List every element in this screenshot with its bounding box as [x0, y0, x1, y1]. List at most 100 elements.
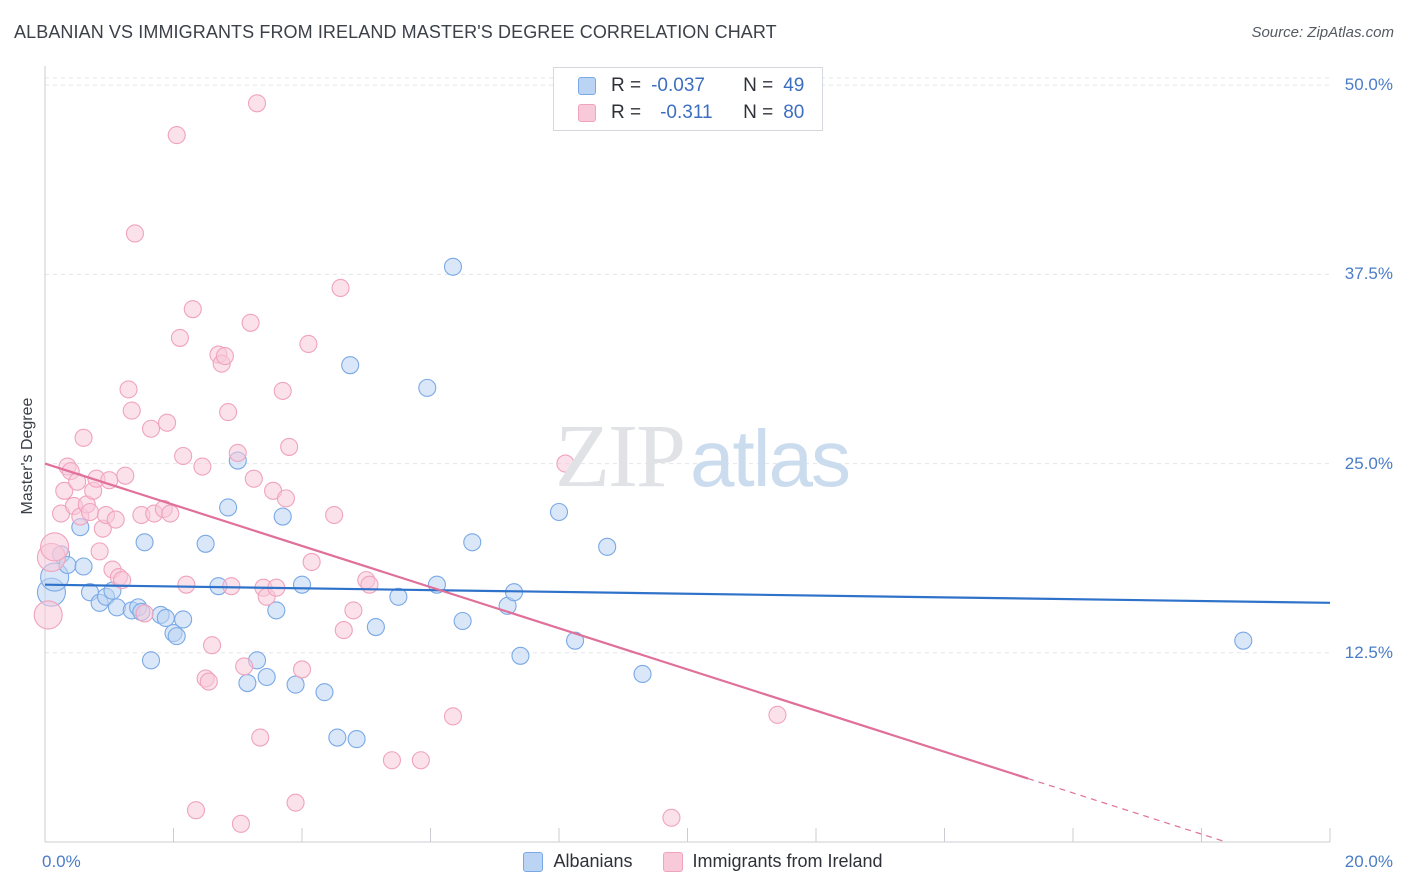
- point-ireland: [170, 328, 189, 347]
- point-ireland: [768, 705, 787, 724]
- point-ireland: [325, 505, 344, 525]
- point-ireland: [40, 532, 70, 562]
- point-ireland: [219, 403, 238, 422]
- point-ireland: [235, 657, 254, 676]
- y-tick-label: 25.0%: [1344, 453, 1393, 473]
- point-albanians: [273, 507, 292, 526]
- point-ireland: [215, 347, 234, 366]
- point-albanians: [286, 675, 305, 694]
- point-albanians: [389, 587, 408, 606]
- point-albanians: [549, 502, 569, 522]
- point-ireland: [193, 457, 212, 476]
- point-albanians: [219, 498, 238, 517]
- point-albanians: [267, 601, 286, 620]
- point-albanians: [566, 631, 585, 650]
- point-ireland: [113, 571, 132, 590]
- point-ireland: [228, 443, 247, 463]
- legend-r-label: R =: [611, 102, 642, 123]
- point-ireland: [116, 466, 135, 485]
- legend-r-value-ireland: -0.311: [660, 102, 713, 123]
- point-ireland: [90, 542, 109, 561]
- point-ireland: [135, 604, 154, 623]
- point-ireland: [344, 601, 363, 620]
- point-albanians: [238, 674, 257, 693]
- point-ireland: [231, 814, 251, 833]
- point-albanians: [633, 664, 652, 684]
- stats-legend: R = -0.037 N = 49 R = -0.311 N = 80: [553, 67, 823, 131]
- watermark-atlas: atlas: [690, 414, 851, 503]
- trendline-ireland-extension: [1027, 777, 1227, 843]
- point-albanians: [366, 618, 385, 637]
- point-albanians: [347, 730, 366, 749]
- point-albanians: [135, 533, 154, 552]
- point-ireland: [122, 401, 141, 420]
- point-ireland: [662, 808, 681, 827]
- point-ireland: [360, 575, 379, 594]
- legend-row-ireland: R = -0.311 N = 80: [578, 101, 804, 125]
- y-tick-label: 37.5%: [1344, 264, 1393, 284]
- point-albanians: [418, 378, 437, 397]
- legend-swatch-albanians: [523, 851, 544, 872]
- point-ireland: [119, 380, 138, 399]
- point-ireland: [174, 446, 193, 466]
- point-ireland: [106, 510, 125, 529]
- legend-r-label: R =: [611, 75, 642, 96]
- legend-r-value-albanians: -0.037: [651, 75, 705, 96]
- series-legend: Albanians Immigrants from Ireland: [0, 851, 1406, 872]
- y-tick-label: 12.5%: [1344, 642, 1393, 662]
- point-albanians: [328, 728, 347, 747]
- point-albanians: [341, 356, 360, 375]
- point-albanians: [174, 610, 193, 629]
- point-ireland: [177, 575, 196, 594]
- legend-label-albanians: Albanians: [553, 851, 633, 871]
- legend-item-ireland[interactable]: Immigrants from Ireland: [662, 851, 883, 872]
- point-albanians: [107, 598, 127, 617]
- trendline-ireland: [44, 462, 1029, 780]
- chart-source: Source: ZipAtlas.com: [1251, 24, 1394, 41]
- point-ireland: [286, 793, 305, 812]
- point-ireland: [141, 419, 161, 438]
- watermark: ZIPatlas: [555, 405, 851, 508]
- x-tick-label-min: 0.0%: [42, 852, 81, 871]
- point-ireland: [125, 224, 144, 243]
- point-ireland: [411, 751, 430, 770]
- point-albanians: [598, 537, 617, 556]
- axes: [44, 66, 1331, 843]
- point-ireland: [158, 413, 177, 432]
- point-albanians: [156, 608, 175, 628]
- trendlines: [44, 462, 1331, 843]
- point-ireland: [302, 552, 321, 572]
- trendline-albanians: [44, 583, 1331, 604]
- point-ireland: [299, 334, 318, 354]
- point-ireland: [186, 801, 206, 820]
- legend-row-albanians: R = -0.037 N = 49: [578, 74, 804, 98]
- point-albanians: [443, 257, 463, 276]
- legend-n-value-ireland: 80: [783, 102, 805, 123]
- point-albanians: [292, 575, 312, 594]
- point-albanians: [463, 533, 482, 552]
- point-ireland: [273, 381, 292, 400]
- point-ireland: [80, 502, 100, 522]
- point-ireland: [334, 621, 353, 640]
- point-ireland: [251, 728, 270, 747]
- point-ireland: [382, 751, 402, 770]
- point-ireland: [247, 94, 267, 113]
- legend-item-albanians[interactable]: Albanians: [523, 851, 633, 872]
- y-tick-label: 50.0%: [1344, 75, 1393, 95]
- point-ireland: [556, 454, 575, 473]
- point-ireland: [292, 660, 312, 679]
- point-ireland: [33, 600, 63, 630]
- point-albanians: [315, 683, 334, 702]
- legend-n-label: N =: [743, 102, 774, 123]
- point-albanians: [511, 646, 530, 665]
- point-ireland: [276, 489, 295, 508]
- point-ireland: [167, 126, 186, 145]
- point-ireland: [74, 428, 93, 447]
- point-ireland: [55, 481, 74, 500]
- point-ireland: [241, 313, 260, 332]
- series-ireland: [33, 94, 787, 833]
- point-ireland: [199, 672, 218, 691]
- x-tick-label-max: 20.0%: [1344, 852, 1393, 871]
- point-ireland: [203, 636, 222, 655]
